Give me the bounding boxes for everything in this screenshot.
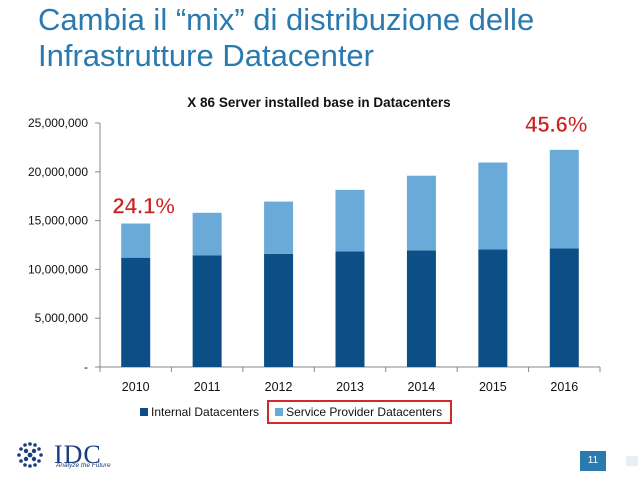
x-tick-label: 2014 bbox=[408, 380, 436, 394]
bar-2013-series-0 bbox=[335, 251, 365, 367]
x-tick-label: 2011 bbox=[194, 380, 221, 394]
x-tick-label: 2015 bbox=[479, 380, 507, 394]
y-tick-label: 20,000,000 bbox=[28, 165, 88, 179]
legend-swatch-internal bbox=[140, 408, 148, 416]
y-tick-label: 25,000,000 bbox=[28, 116, 88, 130]
bar-2013-series-1 bbox=[335, 189, 365, 252]
bar-2016-series-1 bbox=[549, 149, 579, 249]
x-tick-label: 2010 bbox=[122, 380, 150, 394]
y-tick-label: 15,000,000 bbox=[28, 214, 88, 228]
bar-2010-series-1 bbox=[121, 223, 151, 258]
bar-2011-series-1 bbox=[192, 212, 222, 256]
bar-2010-series-0 bbox=[121, 257, 151, 367]
x-tick-label: 2013 bbox=[336, 380, 364, 394]
logo-tagline: Analyze the Future bbox=[56, 462, 111, 469]
x-tick-label: 2016 bbox=[550, 380, 578, 394]
y-tick-label: - bbox=[84, 360, 88, 374]
legend-swatch-service-provider bbox=[275, 408, 284, 416]
idc-globe-icon bbox=[17, 442, 43, 468]
annotation-label: 45.6% bbox=[525, 112, 587, 137]
legend-label-service-provider: Service Provider Datacenters bbox=[286, 405, 443, 419]
bar-2015-series-1 bbox=[478, 162, 508, 250]
page-number: 11 bbox=[580, 451, 606, 471]
y-tick-label: 5,000,000 bbox=[35, 311, 89, 325]
corner-decoration bbox=[626, 456, 638, 466]
logo-wordmark: IDC bbox=[54, 440, 102, 469]
bar-2011-series-0 bbox=[192, 255, 222, 367]
idc-logo: IDC Analyze the Future bbox=[14, 440, 114, 472]
bar-2015-series-0 bbox=[478, 249, 508, 367]
legend-label-internal: Internal Datacenters bbox=[151, 405, 260, 419]
annotation-label: 24.1% bbox=[113, 194, 175, 219]
x-tick-label: 2012 bbox=[265, 380, 293, 394]
bar-2012-series-1 bbox=[264, 201, 294, 254]
chart-legend: Internal Datacenters Service Provider Da… bbox=[140, 400, 464, 424]
slide-title-line-2: Infrastrutture Datacenter bbox=[38, 38, 374, 73]
slide-title-line-1: Cambia il “mix” di distribuzione delle bbox=[38, 2, 535, 37]
bar-2014-series-0 bbox=[406, 250, 436, 367]
legend-item-internal: Internal Datacenters bbox=[140, 405, 259, 419]
slide-title: Cambia il “mix” di distribuzione delle I… bbox=[38, 2, 628, 74]
bar-2014-series-1 bbox=[406, 175, 436, 251]
bar-2016-series-0 bbox=[549, 248, 579, 367]
legend-item-service-provider: Service Provider Datacenters bbox=[267, 400, 453, 424]
y-tick-label: 10,000,000 bbox=[28, 262, 88, 276]
bar-2012-series-0 bbox=[264, 253, 294, 367]
chart-title: X 86 Server installed base in Datacenter… bbox=[187, 95, 451, 110]
